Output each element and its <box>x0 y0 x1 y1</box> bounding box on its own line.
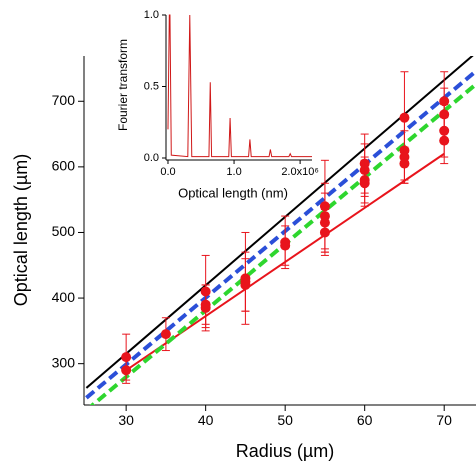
y-tick-label: 400 <box>52 289 76 305</box>
point <box>439 135 450 146</box>
x-tick-label: 60 <box>357 412 373 428</box>
x-tick-label: 40 <box>198 412 214 428</box>
x-tick-label: 2.0x10⁶ <box>281 166 319 178</box>
x-tick-label: 30 <box>118 412 134 428</box>
point <box>121 365 132 376</box>
point <box>200 302 211 313</box>
x-tick-label: 1.0 <box>226 166 241 178</box>
y-tick-label: 600 <box>52 158 76 174</box>
point <box>240 279 251 290</box>
plot-area <box>167 14 312 158</box>
line <box>167 14 312 158</box>
point <box>319 227 330 238</box>
y-tick-label: 300 <box>52 354 76 370</box>
x-tick-label: 70 <box>436 412 452 428</box>
y-axis-label: Optical length (µm) <box>11 154 31 306</box>
line <box>85 69 476 400</box>
inset-plot: 0.0 1.0 2.0x10⁶ 0.0 0.5 1.0 <box>144 9 319 178</box>
inset-x-axis-label: Optical length (nm) <box>178 185 288 200</box>
line <box>85 56 474 389</box>
y-tick-label: 0.0 <box>144 152 159 164</box>
x-axis-label: Radius (µm) <box>236 441 334 461</box>
point <box>280 240 291 251</box>
plot-area <box>85 56 476 405</box>
y-tick-label: 0.5 <box>144 80 159 92</box>
point <box>160 329 171 340</box>
point <box>399 158 410 169</box>
main-plot: 30 40 50 60 70 300 400 500 600 700 <box>52 56 476 428</box>
inset-y-axis-label: Fourier transform <box>116 39 130 131</box>
line <box>89 82 476 405</box>
y-tick-label: 700 <box>52 92 76 108</box>
y-tick-label: 500 <box>52 223 76 239</box>
x-tick-label: 50 <box>277 412 293 428</box>
y-tick-label: 1.0 <box>144 9 159 21</box>
x-tick-label: 0.0 <box>160 166 175 178</box>
point <box>359 178 370 189</box>
